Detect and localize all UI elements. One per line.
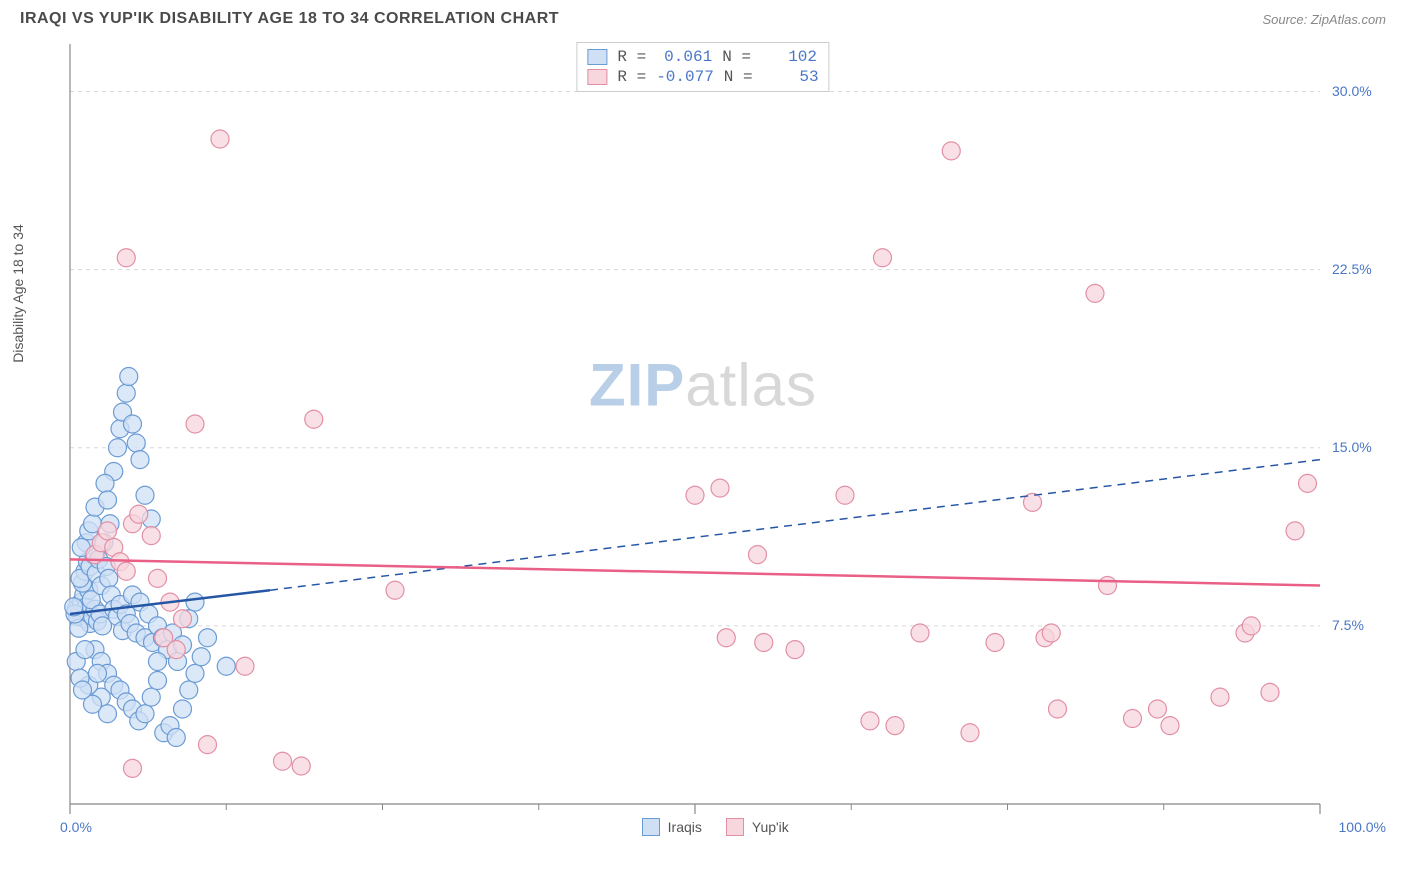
scatter-chart xyxy=(20,34,1340,814)
yupik-swatch-icon xyxy=(587,69,607,85)
stats-n-label: N = xyxy=(722,48,751,66)
legend-item-iraqis: Iraqis xyxy=(642,818,702,836)
y-tick-label: 15.0% xyxy=(1332,439,1372,455)
yupik-r-value: -0.077 xyxy=(656,68,714,86)
legend-label-yupik: Yup'ik xyxy=(752,819,789,835)
yupik-n-value: 53 xyxy=(763,68,819,86)
y-tick-label: 22.5% xyxy=(1332,261,1372,277)
stats-r-label: R = xyxy=(617,48,646,66)
source-label: Source: ZipAtlas.com xyxy=(1262,12,1386,27)
iraqis-swatch-icon xyxy=(587,49,607,65)
y-tick-label: 30.0% xyxy=(1332,83,1372,99)
y-tick-label: 7.5% xyxy=(1332,617,1364,633)
stats-row-yupik: R = -0.077 N = 53 xyxy=(587,67,818,87)
chart-container: Disability Age 18 to 34 ZIPatlas R = 0.0… xyxy=(20,34,1386,814)
stats-r-label: R = xyxy=(617,68,646,86)
stats-n-label: N = xyxy=(724,68,753,86)
yupik-swatch-icon xyxy=(726,818,744,836)
stats-legend-box: R = 0.061 N = 102 R = -0.077 N = 53 xyxy=(576,42,829,92)
legend-label-iraqis: Iraqis xyxy=(668,819,702,835)
stats-row-iraqis: R = 0.061 N = 102 xyxy=(587,47,818,67)
y-axis-label: Disability Age 18 to 34 xyxy=(10,224,26,363)
chart-title: IRAQI VS YUP'IK DISABILITY AGE 18 TO 34 … xyxy=(20,10,559,28)
iraqis-n-value: 102 xyxy=(761,48,817,66)
legend-item-yupik: Yup'ik xyxy=(726,818,789,836)
iraqis-swatch-icon xyxy=(642,818,660,836)
bottom-legend: Iraqis Yup'ik xyxy=(642,818,789,836)
x-axis-min-label: 0.0% xyxy=(60,819,92,835)
x-axis-max-label: 100.0% xyxy=(1339,819,1386,835)
iraqis-r-value: 0.061 xyxy=(656,48,712,66)
